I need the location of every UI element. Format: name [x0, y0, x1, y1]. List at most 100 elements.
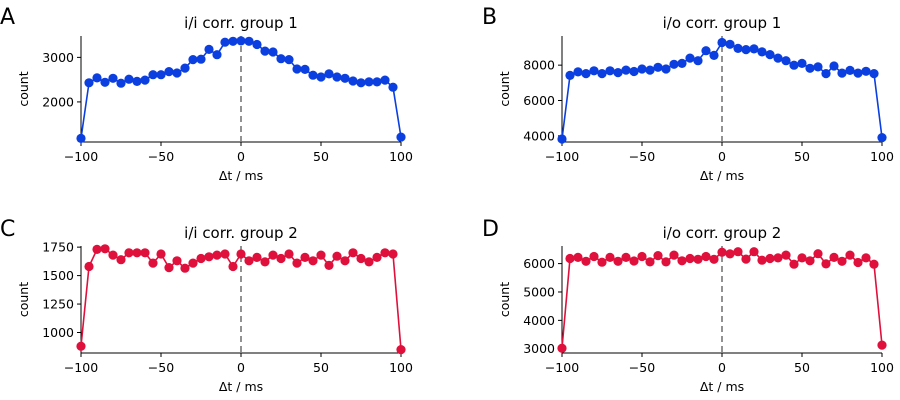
data-point	[765, 253, 775, 264]
panel-letter: B	[482, 5, 497, 30]
data-point	[597, 257, 607, 267]
y-tick-label: 4000	[523, 313, 555, 328]
data-point	[268, 250, 278, 260]
data-point	[228, 261, 238, 272]
x-tick-label: 100	[389, 360, 413, 375]
data-point	[356, 78, 366, 88]
y-tick-label: 2000	[42, 94, 74, 109]
y-tick-label: 6000	[523, 256, 555, 271]
data-point	[821, 69, 831, 79]
data-point	[188, 55, 198, 65]
data-point	[709, 50, 719, 61]
data-point	[252, 252, 262, 262]
data-point	[597, 69, 607, 79]
data-point	[228, 36, 238, 46]
data-point	[845, 65, 855, 75]
data-point	[212, 250, 222, 260]
data-point	[725, 249, 735, 259]
y-tick-label: 8000	[523, 58, 555, 73]
data-point	[869, 259, 879, 269]
data-point	[645, 65, 655, 75]
data-point	[244, 36, 254, 46]
data-point	[300, 64, 310, 74]
data-point	[573, 67, 583, 77]
data-point	[701, 46, 711, 56]
data-point	[124, 74, 134, 84]
x-tick-label: 100	[870, 360, 894, 375]
chart-title: i/o corr. group 1	[663, 14, 782, 32]
data-point	[789, 60, 799, 70]
data-point	[669, 59, 679, 69]
data-point	[140, 248, 150, 258]
data-point	[805, 63, 815, 73]
data-point	[84, 261, 94, 272]
data-point	[845, 250, 855, 260]
chart-title: i/i corr. group 2	[184, 224, 298, 242]
data-point	[244, 256, 254, 266]
data-point	[148, 70, 158, 80]
y-tick-label: 1000	[42, 325, 74, 340]
data-point	[276, 253, 286, 264]
data-point	[316, 250, 326, 260]
panel-letter: C	[0, 217, 15, 242]
x-axis-label: Δt / ms	[219, 168, 263, 183]
x-tick-label: 0	[718, 149, 726, 164]
data-point	[637, 64, 647, 74]
y-axis-label: count	[497, 71, 512, 106]
data-point	[84, 78, 94, 88]
data-point	[749, 44, 759, 54]
data-point	[348, 76, 358, 86]
data-point	[116, 78, 126, 88]
data-point	[276, 54, 286, 64]
y-tick-label: 5000	[523, 284, 555, 299]
panel-letter: A	[0, 5, 15, 30]
data-point	[284, 55, 294, 65]
x-tick-label: 100	[870, 149, 894, 164]
data-point	[693, 254, 703, 264]
data-point	[805, 256, 815, 266]
data-point	[621, 65, 631, 75]
x-tick-label: −50	[148, 149, 174, 164]
x-tick-label: −100	[64, 360, 98, 375]
data-point	[661, 64, 671, 74]
data-point	[180, 63, 190, 73]
data-point	[613, 68, 623, 78]
data-point	[853, 257, 863, 268]
x-tick-label: 100	[389, 149, 413, 164]
data-point	[565, 70, 575, 80]
data-point	[661, 257, 671, 267]
data-point	[76, 341, 86, 351]
data-point	[781, 250, 791, 260]
data-point	[260, 46, 270, 56]
data-point	[693, 56, 703, 66]
x-axis-label: Δt / ms	[700, 168, 744, 183]
data-point	[757, 47, 767, 57]
y-axis-label: count	[16, 282, 31, 317]
y-tick-label: 1250	[42, 297, 74, 312]
x-tick-label: −50	[629, 149, 655, 164]
data-point	[645, 257, 655, 267]
data-point	[332, 72, 342, 82]
x-tick-label: −100	[64, 149, 98, 164]
data-point	[629, 256, 639, 266]
data-point	[653, 62, 663, 72]
data-point	[797, 58, 807, 68]
data-point	[204, 252, 214, 262]
data-point	[557, 134, 567, 144]
x-tick-label: 0	[237, 149, 245, 164]
data-point	[100, 77, 110, 87]
data-point	[332, 251, 342, 261]
y-tick-label: 3000	[523, 341, 555, 356]
data-point	[637, 251, 647, 262]
data-point	[837, 68, 847, 78]
data-point	[829, 252, 839, 262]
data-point	[92, 73, 102, 83]
data-point	[292, 64, 302, 74]
data-point	[725, 39, 735, 49]
data-point	[877, 340, 887, 350]
x-tick-label: 50	[313, 149, 329, 164]
